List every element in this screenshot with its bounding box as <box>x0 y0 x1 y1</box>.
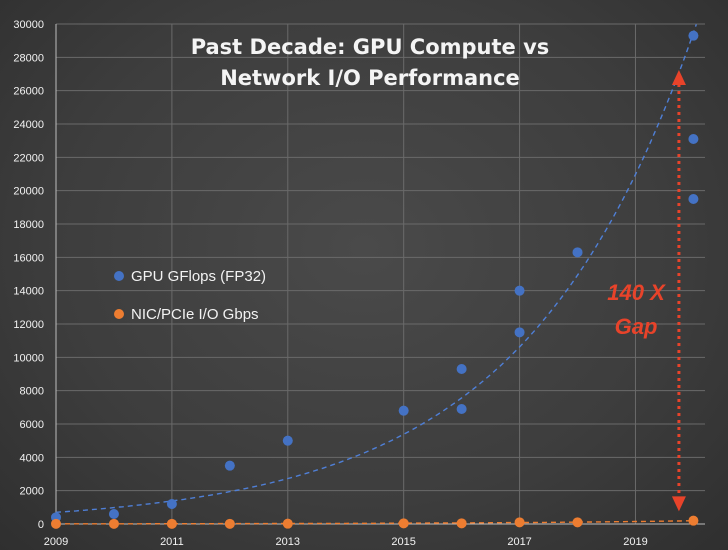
data-point <box>398 518 409 529</box>
trendline <box>55 24 697 513</box>
y-tick-label: 0 <box>38 519 44 531</box>
data-point <box>514 517 525 528</box>
data-point <box>688 194 699 204</box>
data-point <box>108 518 119 529</box>
y-tick-label: 26000 <box>13 86 44 98</box>
x-tick-label: 2011 <box>160 536 184 548</box>
data-point <box>514 327 525 338</box>
data-point <box>456 404 467 414</box>
data-point <box>456 518 467 529</box>
data-point <box>282 518 293 529</box>
gap-arrow-head-bottom <box>671 496 686 512</box>
legend: GPU GFlops (FP32) NIC/PCIe I/O Gbps <box>114 268 266 323</box>
axes: 0 2000 4000 6000 8000 10000 12000 14000 16000 180… <box>13 19 705 548</box>
y-tick-label: 16000 <box>13 252 44 264</box>
data-point <box>166 518 177 529</box>
data-point <box>51 518 61 529</box>
legend-marker <box>114 309 124 319</box>
data-point <box>166 499 177 509</box>
legend-label: NIC/PCIe I/O Gbps <box>131 306 259 323</box>
gap-annotation: 140 X Gap <box>607 70 686 512</box>
chart-title-line: Past Decade: GPU Compute vs <box>191 35 550 59</box>
x-tick-label: 2015 <box>391 536 415 548</box>
x-tick-label: 2017 <box>507 536 531 548</box>
data-point <box>688 30 699 41</box>
data-point <box>456 364 467 374</box>
chart-title: Past Decade: GPU Compute vs Network I/O P… <box>191 35 550 90</box>
trendline <box>56 520 697 525</box>
data-point <box>224 518 235 529</box>
trendlines <box>55 24 697 525</box>
y-tick-label: 30000 <box>13 19 44 31</box>
data-point <box>514 285 525 296</box>
chart-title-line: Network I/O Performance <box>220 66 520 90</box>
y-tick-label: 2000 <box>20 486 44 498</box>
x-tick-label: 2019 <box>623 536 647 548</box>
y-tick-label: 24000 <box>13 119 44 131</box>
y-tick-label: 14000 <box>13 286 44 298</box>
data-point <box>224 460 235 471</box>
gap-label: 140 X <box>607 280 666 305</box>
y-tick-label: 28000 <box>13 52 44 64</box>
y-tick-label: 22000 <box>13 152 44 164</box>
gridlines <box>55 23 705 525</box>
y-tick-label: 20000 <box>13 186 44 198</box>
y-tick-label: 12000 <box>13 319 44 331</box>
data-point <box>572 517 583 528</box>
x-tick-label: 2009 <box>44 536 68 548</box>
data-point <box>572 247 583 258</box>
y-tick-label: 4000 <box>20 452 44 464</box>
data-point <box>282 435 293 446</box>
y-tick-label: 18000 <box>13 219 44 231</box>
y-tick-label: 6000 <box>20 419 44 431</box>
data-point <box>398 405 409 416</box>
data-points <box>51 30 699 529</box>
data-point <box>688 515 699 526</box>
legend-label: GPU GFlops (FP32) <box>131 268 266 285</box>
gap-label: Gap <box>615 314 658 339</box>
data-point <box>108 509 119 519</box>
legend-marker <box>114 271 124 281</box>
data-point <box>688 134 699 144</box>
y-tick-label: 10000 <box>13 352 44 364</box>
x-tick-label: 2013 <box>276 536 300 548</box>
y-tick-label: 8000 <box>20 386 44 398</box>
gap-arrow-head-top <box>671 70 686 85</box>
